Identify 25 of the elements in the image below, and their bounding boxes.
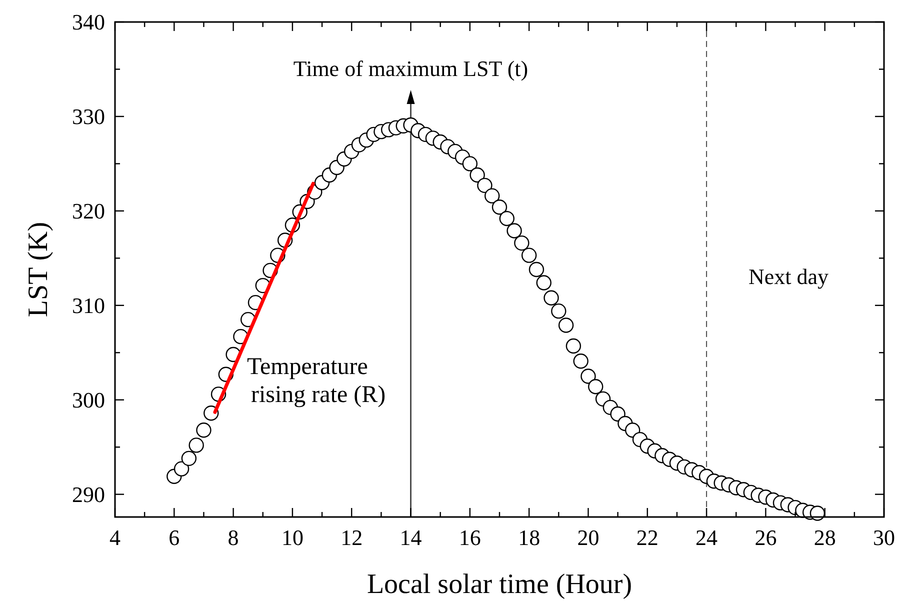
x-axis-title: Local solar time (Hour) bbox=[366, 569, 632, 600]
x-tick-label: 14 bbox=[400, 525, 422, 550]
y-tick-label: 320 bbox=[72, 198, 105, 224]
y-tick-label: 300 bbox=[72, 388, 105, 413]
ref-line-label: Time of maximum LST (t) bbox=[293, 56, 528, 81]
x-tick-label: 12 bbox=[340, 525, 363, 550]
x-tick-label: 4 bbox=[110, 525, 120, 550]
x-tick-label: 30 bbox=[873, 525, 895, 550]
y-tick-label: 330 bbox=[72, 104, 105, 130]
x-tick-label: 6 bbox=[168, 525, 180, 550]
x-tick-label: 22 bbox=[636, 525, 658, 550]
x-tick-label: 26 bbox=[754, 525, 777, 550]
ref-line-label: Next day bbox=[748, 264, 829, 289]
y-tick-label: 340 bbox=[72, 10, 105, 35]
x-tick-label: 28 bbox=[814, 525, 836, 550]
x-tick-label: 10 bbox=[281, 525, 304, 550]
x-tick-label: 16 bbox=[458, 525, 481, 550]
y-axis-title: LST (K) bbox=[23, 222, 54, 318]
x-tick-label: 24 bbox=[696, 525, 718, 550]
x-tick-label: 20 bbox=[577, 525, 600, 550]
x-tick-label: 8 bbox=[228, 525, 239, 550]
y-tick-label: 310 bbox=[72, 293, 105, 318]
y-tick-label: 290 bbox=[72, 482, 105, 508]
x-tick-label: 18 bbox=[518, 525, 540, 550]
annotation: Temperature rising rate (R) bbox=[247, 354, 386, 408]
